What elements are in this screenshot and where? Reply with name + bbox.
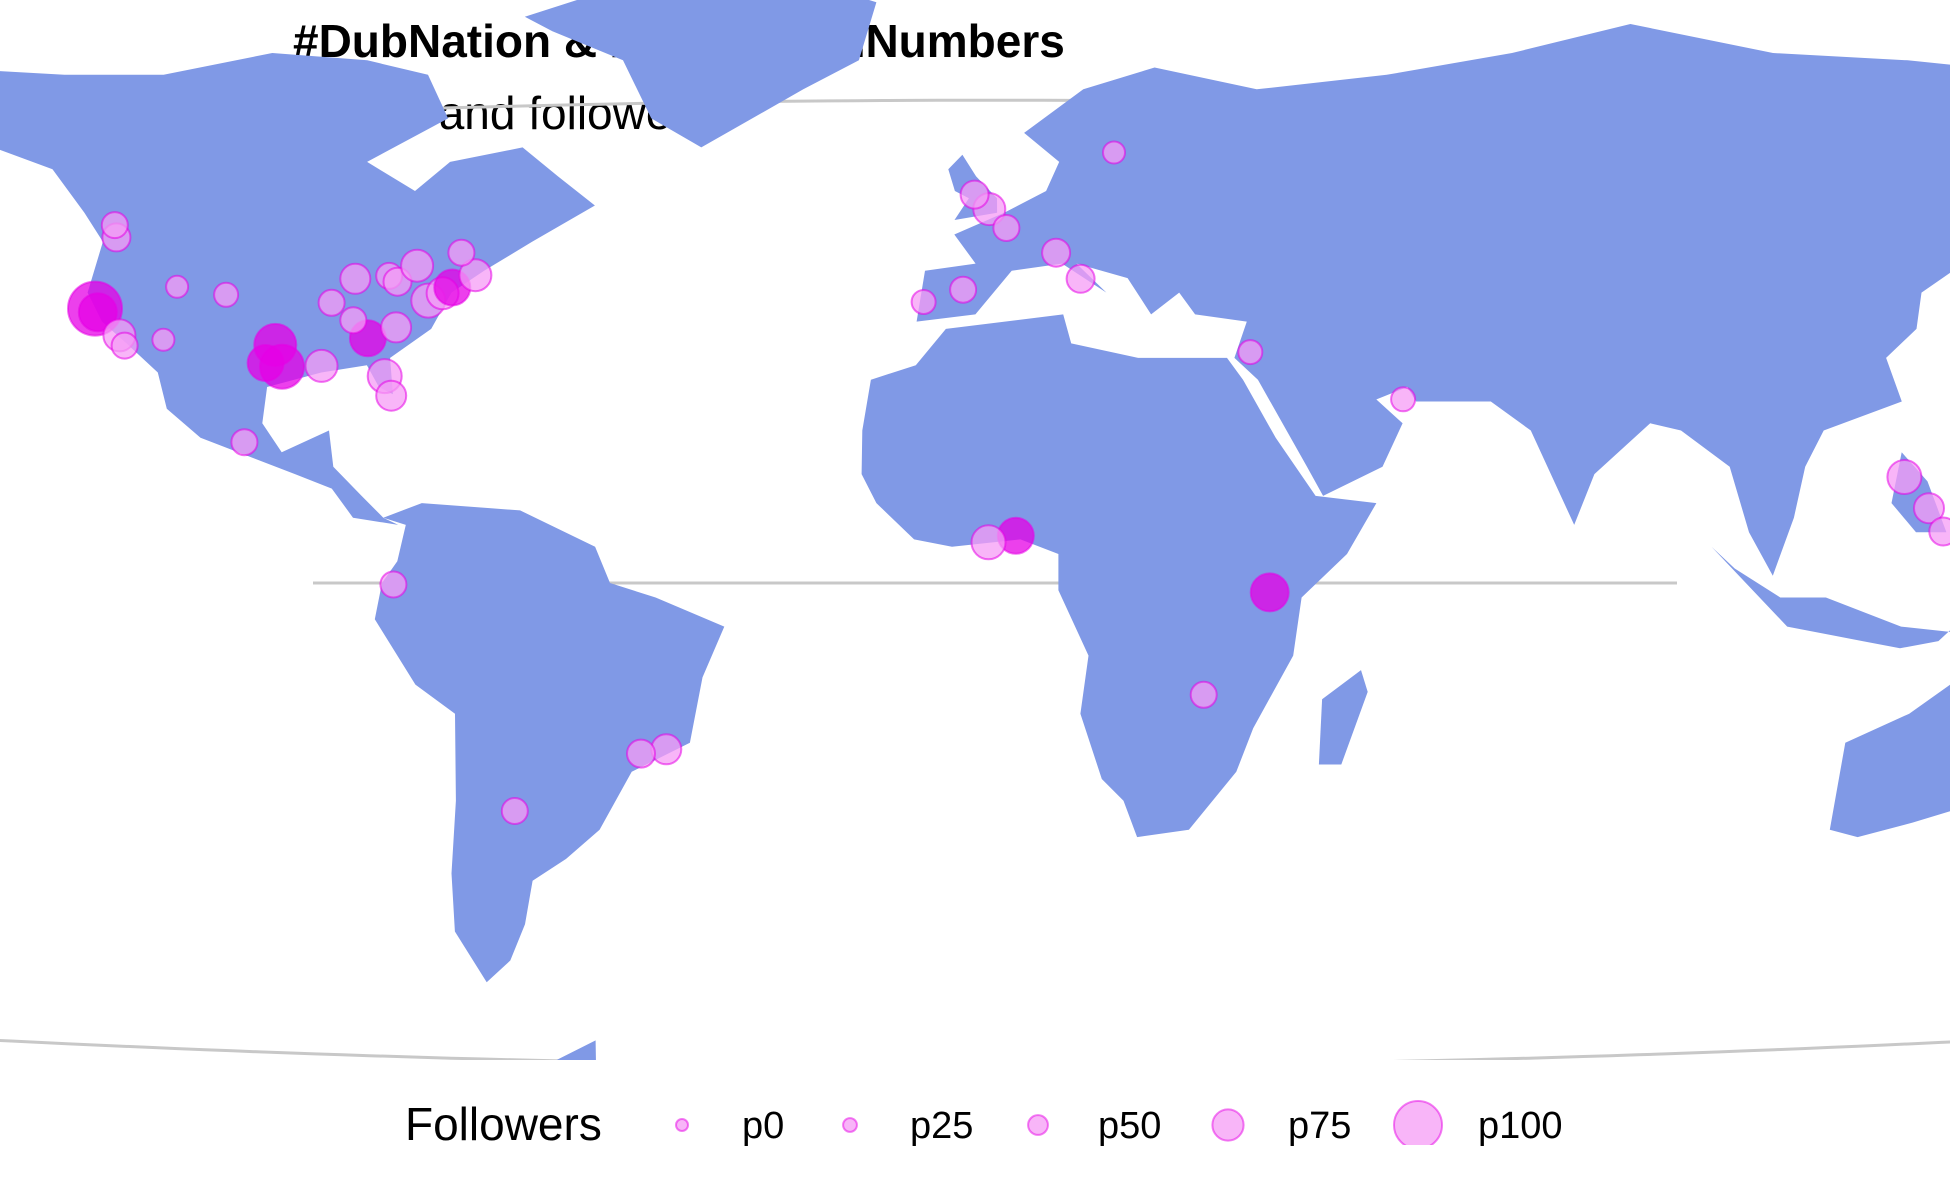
tweet-point (1886, 459, 1923, 495)
tweet-point (992, 214, 1021, 242)
legend-label-p50: p50 (1098, 1105, 1162, 1147)
land-africa (861, 314, 1377, 838)
land-indonesia (1711, 546, 1950, 649)
land-australia (1829, 684, 1950, 838)
legend-swatch (1211, 1108, 1245, 1142)
tweet-point (1913, 492, 1945, 525)
tweet-point (1065, 263, 1096, 294)
land-greenland (524, 0, 877, 148)
tweet-point (400, 248, 435, 283)
tweet-point (1102, 140, 1126, 165)
tweet-point (1390, 386, 1417, 413)
tweet-point (317, 288, 346, 317)
tweet-point (1189, 680, 1218, 709)
tweet-point (910, 289, 937, 315)
legend-label-p25: p25 (910, 1105, 974, 1147)
tweet-point (230, 428, 259, 457)
legend-swatch (675, 1118, 689, 1132)
land-north-america (0, 53, 595, 525)
tweet-point (77, 292, 118, 333)
land-south-america (374, 503, 725, 983)
legend-swatch (1393, 1100, 1443, 1150)
tweet-point (650, 733, 683, 766)
tweet-point (110, 331, 139, 360)
tweet-points (67, 140, 1950, 825)
legend-label-p0: p0 (742, 1105, 785, 1147)
legend-swatch (1027, 1114, 1049, 1136)
tweet-point (1041, 237, 1072, 268)
followers-legend: Followers p0 p25 p50 p75 p100 (0, 1085, 1950, 1175)
legend-label-p75: p75 (1288, 1105, 1352, 1147)
tweet-point (500, 797, 529, 825)
tweet-point (458, 258, 493, 293)
tweet-point (259, 343, 306, 390)
legend-key-p50 (1013, 1085, 1063, 1150)
tweet-point (447, 238, 476, 267)
tweet-point (100, 211, 129, 240)
legend-key-p100 (1393, 1085, 1443, 1150)
legend-swatch (842, 1117, 858, 1133)
legend-key-p25 (825, 1085, 875, 1150)
tweet-point (165, 274, 190, 299)
tweet-point (151, 327, 176, 352)
tweet-point (949, 275, 978, 304)
tweet-point (339, 306, 368, 335)
legend-title: Followers (405, 1098, 602, 1150)
tweet-point (1249, 572, 1290, 613)
land-antarctica (556, 1040, 596, 1060)
legend-label-p100: p100 (1478, 1105, 1563, 1147)
tweet-point (213, 281, 240, 308)
tweet-point (1928, 516, 1950, 547)
tweet-point (970, 524, 1007, 561)
legend-key-p0 (657, 1085, 707, 1150)
tweet-point (380, 311, 413, 344)
legend-key-p75 (1203, 1085, 1253, 1150)
tweet-point (339, 262, 372, 295)
tweet-point (626, 738, 656, 769)
tweet-point (379, 570, 408, 599)
land-eurasia (916, 24, 1950, 576)
graticule-antarctic-circle (0, 1038, 1950, 1060)
tweet-point (1237, 339, 1264, 366)
tweet-point (304, 348, 339, 383)
land-madagascar (1318, 670, 1368, 765)
tweet-point (959, 179, 990, 210)
tweet-point (375, 379, 408, 412)
land-masses (0, 0, 1950, 1060)
world-map (0, 0, 1950, 1060)
